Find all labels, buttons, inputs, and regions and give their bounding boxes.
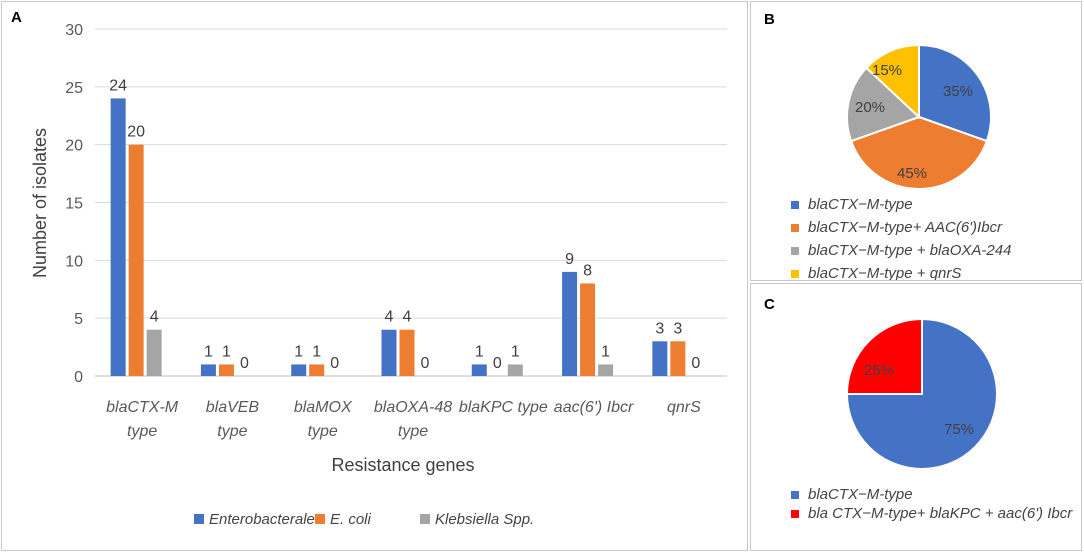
legend-swatch <box>791 270 799 278</box>
data-label: 1 <box>601 343 610 360</box>
y-tick-label: 0 <box>74 369 83 386</box>
bar <box>670 341 686 376</box>
data-label: 1 <box>475 343 484 360</box>
pie-slice-label: 75% <box>944 421 974 438</box>
data-label: 8 <box>583 262 592 279</box>
data-label: 4 <box>403 309 412 326</box>
bar <box>218 364 234 376</box>
data-label: 0 <box>330 355 339 372</box>
x-tick-label: blaKPC type <box>459 399 548 416</box>
pie-slice <box>845 317 923 395</box>
bar <box>471 364 487 376</box>
bar <box>399 329 415 376</box>
bar <box>128 144 144 376</box>
pie-slice <box>849 115 989 190</box>
legend-swatch <box>420 514 430 524</box>
pie-slice <box>845 317 998 470</box>
data-label: 4 <box>385 309 394 326</box>
data-label: 1 <box>294 343 303 360</box>
legend-label: E. coli <box>330 511 372 528</box>
x-tick-label: type <box>217 423 247 440</box>
legend-label: blaCTX−M-type <box>808 196 913 213</box>
panel-c: C 75% 25% blaCTX−M-type bla CTX−M-type+ bla… <box>750 283 1082 551</box>
legend-label: Enterobacterales <box>209 511 323 528</box>
legend-swatch <box>315 514 325 524</box>
x-tick-label: aac(6') Ibcr <box>554 399 634 416</box>
x-tick-label: blaCTX-M <box>106 399 179 416</box>
data-label: 24 <box>109 77 127 94</box>
pie-slice <box>846 66 921 143</box>
legend-swatch <box>791 491 799 499</box>
bar <box>200 364 216 376</box>
data-label: 0 <box>240 355 249 372</box>
data-label: 4 <box>150 309 159 326</box>
legend-swatch <box>194 514 204 524</box>
x-tick-label: type <box>398 423 428 440</box>
bar <box>146 329 162 376</box>
pie-slice-label: 45% <box>897 165 927 182</box>
legend-label: blaCTX−M-type <box>808 486 913 503</box>
panel-label-b: B <box>764 11 775 28</box>
y-axis-title: Number of isolates <box>30 128 50 278</box>
data-label: 0 <box>493 355 502 372</box>
legend-swatch <box>791 224 799 232</box>
legend-label: blaCTX−M-type + qnrS <box>808 265 961 280</box>
y-tick-label: 10 <box>65 253 83 270</box>
panel-label-c: C <box>764 296 775 313</box>
data-label: 1 <box>204 343 213 360</box>
data-label: 0 <box>421 355 430 372</box>
pie-slice <box>918 43 992 143</box>
data-label: 3 <box>673 320 682 337</box>
panel-a: A 0 5 10 15 20 25 30 Number of isolates 24 20 4 bla… <box>1 1 748 551</box>
legend-swatch <box>791 201 799 209</box>
x-tick-label: type <box>308 423 338 440</box>
bar <box>507 364 523 376</box>
legend-label: bla CTX−M-type+ blaKPC + aac(6') Ibcr <box>808 505 1073 522</box>
bar <box>309 364 325 376</box>
pie-chart-b: 35% 45% 20% 15% blaCTX−M-type blaCTX−M-type+ … <box>791 43 1011 282</box>
x-tick-label: blaMOX <box>294 399 353 416</box>
legend-label: blaCTX−M-type + blaOXA-244 <box>808 242 1011 259</box>
x-axis-title: Resistance genes <box>331 455 474 475</box>
data-label: 1 <box>222 343 231 360</box>
legend-swatch <box>791 247 799 255</box>
x-tick-label: qnrS <box>667 399 701 416</box>
bar <box>652 341 668 376</box>
data-label: 20 <box>127 124 145 141</box>
panel-b: B 35% 45% 20% 15% blaCTX−M-type blaCTX−M-type… <box>750 1 1082 282</box>
panel-label-a: A <box>11 9 22 26</box>
bar <box>580 283 596 376</box>
data-label: 0 <box>691 355 700 372</box>
y-tick-label: 30 <box>65 22 83 39</box>
data-label: 9 <box>565 251 574 268</box>
data-label: 1 <box>511 343 520 360</box>
pie-slice-label: 20% <box>855 99 885 116</box>
bar <box>381 329 397 376</box>
legend-label: blaCTX−M-type+ AAC(6')Ibcr <box>808 219 1003 236</box>
pie-slice-label: 15% <box>872 62 902 79</box>
bar <box>110 98 126 377</box>
legend-swatch <box>791 510 799 518</box>
data-label: 3 <box>655 320 664 337</box>
bar <box>598 364 614 376</box>
pie-slice-label: 25% <box>864 362 894 379</box>
pie-slice <box>864 43 920 120</box>
y-tick-label: 15 <box>65 196 83 213</box>
bar <box>291 364 307 376</box>
data-label: 1 <box>312 343 321 360</box>
pie-slice-label: 35% <box>943 83 973 100</box>
x-tick-label: blaVEB <box>206 399 260 416</box>
x-tick-label: blaOXA-48 <box>374 399 452 416</box>
y-tick-label: 5 <box>74 311 83 328</box>
x-tick-label: type <box>127 423 157 440</box>
y-tick-label: 20 <box>65 138 83 155</box>
legend-label: Klebsiella Spp. <box>435 511 534 528</box>
pie-chart-c: 75% 25% blaCTX−M-type bla CTX−M-type+ blaKP… <box>791 317 1073 522</box>
bar <box>562 271 578 376</box>
y-tick-label: 25 <box>65 80 83 97</box>
